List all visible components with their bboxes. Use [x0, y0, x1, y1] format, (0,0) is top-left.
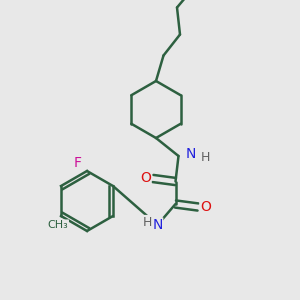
Text: F: F: [74, 157, 82, 170]
Text: H: H: [201, 151, 210, 164]
Text: N: N: [185, 148, 196, 161]
Text: H: H: [142, 215, 152, 229]
Text: O: O: [140, 172, 151, 185]
Text: CH₃: CH₃: [48, 220, 68, 230]
Text: O: O: [200, 200, 211, 214]
Text: N: N: [152, 218, 163, 232]
